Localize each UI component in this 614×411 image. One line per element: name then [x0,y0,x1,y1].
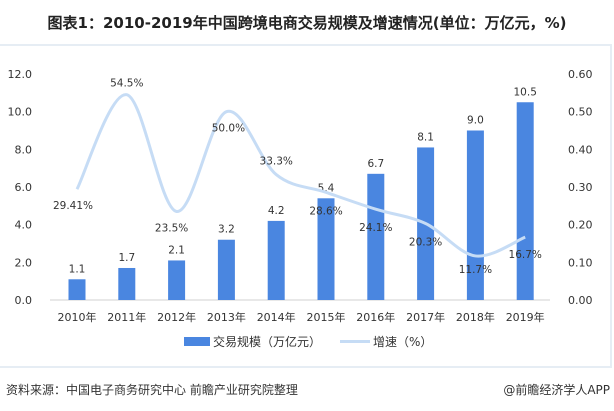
left-tick-label: 12.0 [8,68,33,81]
bar [217,239,235,300]
bar-value-label: 9.0 [467,115,484,127]
right-tick-label: 0.10 [568,256,593,269]
legend-line-label: 增速（%） [373,335,432,349]
right-tick-label: 0.60 [568,68,593,81]
growth-value-label: 29.41% [53,200,93,212]
growth-value-label: 11.7% [459,264,492,276]
growth-line [75,93,526,258]
source-note: 资料来源：中国电子商务研究中心 前瞻产业研究院整理 [6,383,298,397]
x-tick-label: 2015年 [307,310,346,324]
left-tick-label: 4.0 [15,219,33,232]
left-tick-label: 6.0 [15,181,33,194]
x-tick-label: 2010年 [58,310,97,324]
growth-value-label: 54.5% [110,78,143,90]
left-tick-label: 0.0 [15,294,33,307]
bar-value-label: 4.2 [268,205,285,217]
bar [466,130,484,300]
bar-value-label: 8.1 [417,131,434,143]
right-tick-label: 0.20 [568,219,593,232]
right-tick-label: 0.30 [568,181,593,194]
left-tick-label: 10.0 [8,106,33,119]
bar [267,220,285,300]
x-tick-label: 2018年 [456,310,495,324]
x-tick-label: 2013年 [207,310,246,324]
left-tick-label: 8.0 [15,143,33,156]
growth-value-label: 16.7% [509,249,542,261]
bar-value-label: 6.7 [367,158,384,170]
right-tick-label: 0.40 [568,143,593,156]
left-tick-label: 2.0 [15,256,33,269]
growth-value-label: 23.5% [155,222,188,234]
growth-value-label: 28.6% [309,205,342,217]
x-tick-label: 2011年 [107,310,146,324]
x-tick-label: 2012年 [157,310,196,324]
growth-value-label: 20.3% [409,237,442,249]
legend-bar-label: 交易规模（万亿元） [213,334,321,349]
bar-value-label: 2.1 [168,244,185,256]
right-tick-label: 0.50 [568,106,593,119]
growth-value-label: 24.1% [359,222,392,234]
x-tick-label: 2017年 [406,310,445,324]
legend-bar-swatch [184,337,210,346]
bar-value-label: 10.5 [514,86,537,98]
x-tick-label: 2016年 [356,310,395,324]
bar [118,267,136,300]
bar [168,260,186,300]
bar-value-label: 1.7 [118,252,135,264]
bar [516,102,534,300]
growth-value-label: 50.0% [212,123,245,135]
credit: @前瞻经济学人APP [503,383,610,397]
growth-value-label: 33.3% [260,156,293,168]
bar-value-label: 1.1 [69,263,86,275]
chart-title: 图表1：2010-2019年中国跨境电商交易规模及增速情况(单位：万亿元，%) [47,14,567,32]
bar [68,279,86,300]
bar [367,173,385,300]
bar-value-label: 3.2 [218,224,235,236]
x-tick-label: 2019年 [506,310,545,324]
right-tick-label: 0.00 [568,294,593,307]
chart-frame [0,44,612,368]
bar [317,198,335,300]
x-tick-label: 2014年 [257,310,296,324]
